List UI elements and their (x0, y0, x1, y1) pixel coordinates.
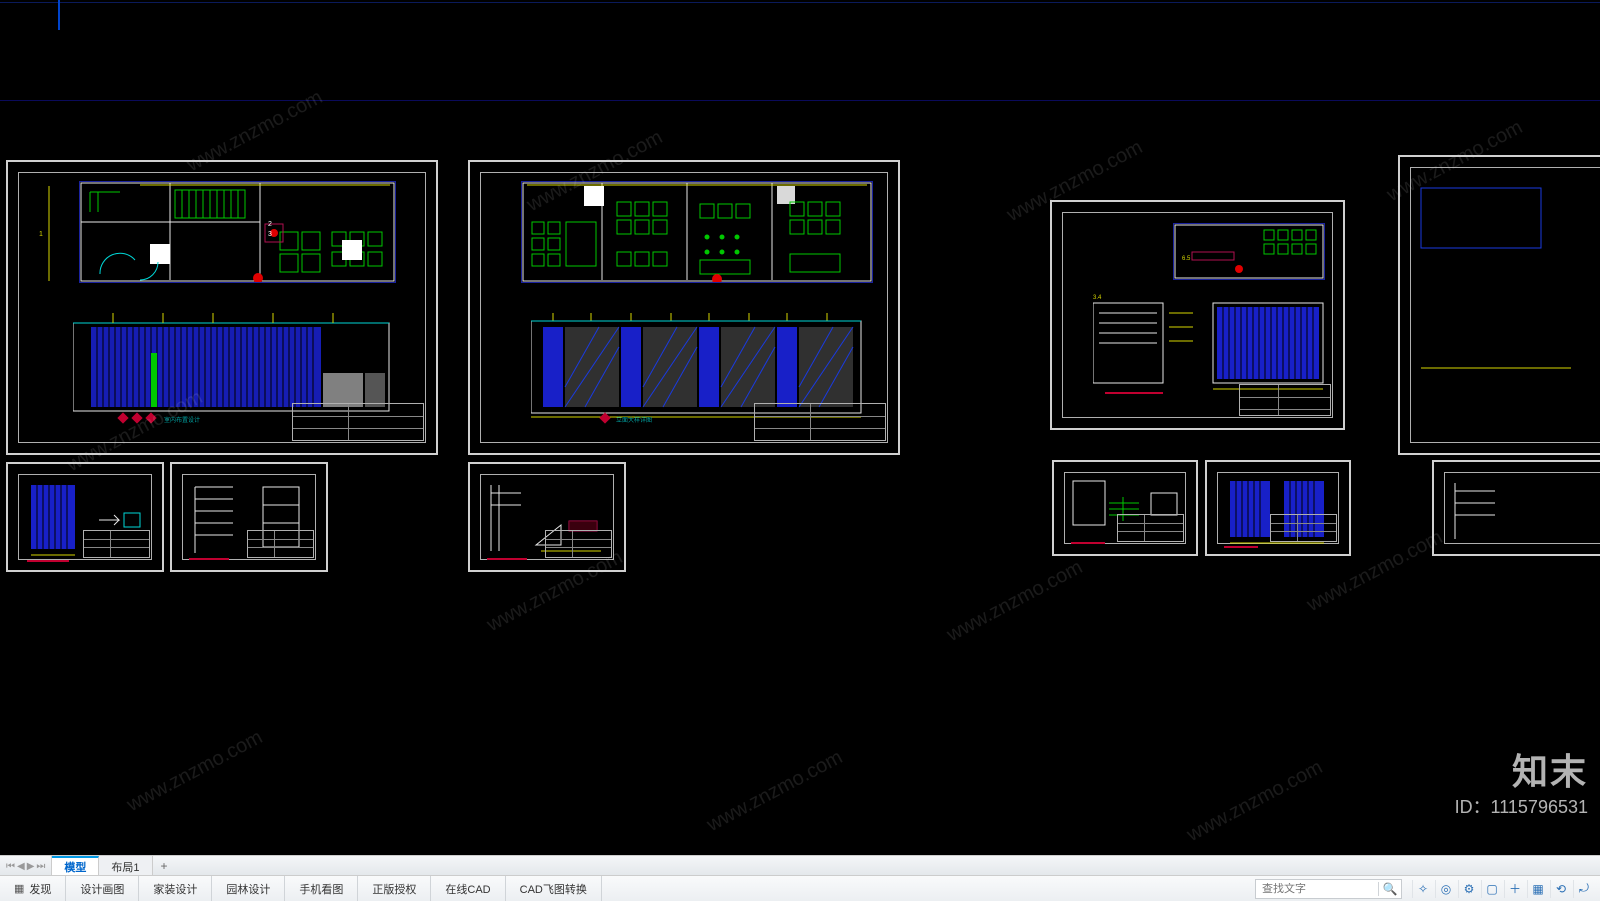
detail-sheet-5[interactable] (1205, 460, 1351, 556)
grid-icon: ▦ (14, 882, 24, 895)
plan-view-2 (521, 181, 873, 283)
watermark: www.znzmo.com (123, 726, 266, 817)
watermark: www.znzmo.com (943, 556, 1086, 647)
status-square-icon[interactable]: ▢ (1481, 880, 1502, 898)
horizon-guide (0, 100, 1600, 101)
sheet-inner-frame (1410, 167, 1600, 443)
drawing-sheet-1[interactable]: 2 3 1 (6, 160, 438, 455)
tab-add-button[interactable]: + (153, 856, 176, 876)
plan-view-3: 6.5 (1173, 223, 1325, 280)
search-input[interactable] (1256, 883, 1378, 895)
plan-svg-1: 2 3 (80, 182, 395, 282)
detail-sheet-3[interactable] (468, 462, 626, 572)
toolbar-item-mobile-view[interactable]: 手机看图 (285, 876, 358, 901)
watermark: www.znzmo.com (703, 746, 846, 837)
tab-last-icon[interactable]: ⏭ (36, 861, 45, 872)
tab-layout1[interactable]: 布局1 (99, 856, 152, 876)
toolbar-item-home-design[interactable]: 家装设计 (139, 876, 212, 901)
plan-side-dims: 1 (39, 181, 79, 291)
toolbar-item-cad-convert[interactable]: CAD飞图转换 (506, 876, 602, 901)
brand-watermark: 知末 (1512, 743, 1588, 795)
sheet-inner-frame: 6.5 3.4 (1062, 212, 1333, 418)
cad-canvas[interactable]: 2 3 1 (0, 0, 1600, 855)
status-icon-tray: ✧ ◎ ⚙ ▢ ＋ ▦ ⟲ ⤾ (1406, 880, 1600, 898)
tab-nav-arrows[interactable]: ⏮ ◀ ▶ ⏭ (0, 856, 52, 876)
toolbar-item-landscape-design[interactable]: 园林设计 (212, 876, 285, 901)
svg-text:1: 1 (39, 231, 43, 238)
toolbar-item-online-cad[interactable]: 在线CAD (431, 876, 505, 901)
search-icon[interactable]: 🔍 (1378, 882, 1401, 896)
detail-sheet-4[interactable] (1052, 460, 1198, 556)
detail-sheet-1[interactable] (6, 462, 164, 572)
watermark: www.znzmo.com (1183, 756, 1326, 847)
drawing-caption: 室内布置设计 (164, 415, 200, 424)
toolbar-discover-label: 发现 (29, 881, 51, 897)
toolbar-discover[interactable]: ▦ 发现 (0, 876, 66, 901)
detail-sheet-6[interactable] (1432, 460, 1600, 556)
svg-text:2: 2 (268, 221, 272, 228)
search-box[interactable]: 🔍 (1255, 879, 1402, 899)
cursor-marker-vertical (58, 0, 60, 30)
status-settings-icon[interactable]: ✧ (1412, 880, 1433, 898)
drawing-sheet-2[interactable]: 立面大样详图 (468, 160, 900, 455)
tab-first-icon[interactable]: ⏮ (6, 861, 15, 872)
title-block (292, 403, 424, 441)
title-block (1239, 384, 1331, 416)
bottom-toolbar: ▦ 发现 设计画图 家装设计 园林设计 手机看图 正版授权 在线CAD CAD飞… (0, 875, 1600, 901)
drawing-sheet-3[interactable]: 6.5 3.4 (1050, 200, 1345, 430)
top-rule (0, 2, 1600, 3)
brand-id: ID：1115796531 (1455, 793, 1588, 819)
layout-tab-strip: ⏮ ◀ ▶ ⏭ 模型 布局1 + (0, 855, 1600, 877)
drawing-caption: 立面大样详图 (616, 415, 652, 424)
sheet-inner-frame: 2 3 1 (18, 172, 426, 443)
svg-text:3: 3 (268, 231, 272, 238)
sheet-inner-frame: 立面大样详图 (480, 172, 888, 443)
tab-model[interactable]: 模型 (52, 856, 99, 876)
status-nodes-icon[interactable]: ⚙ (1458, 880, 1479, 898)
status-refresh-icon[interactable]: ⤾ (1573, 880, 1594, 898)
detail-sheet-2[interactable] (170, 462, 328, 572)
status-target-icon[interactable]: ◎ (1435, 880, 1456, 898)
tab-prev-icon[interactable]: ◀ (17, 861, 25, 872)
status-sync-icon[interactable]: ⟲ (1550, 880, 1571, 898)
status-grid-icon[interactable]: ▦ (1527, 880, 1548, 898)
tab-next-icon[interactable]: ▶ (27, 861, 35, 872)
toolbar-item-license[interactable]: 正版授权 (358, 876, 431, 901)
toolbar-item-design-drawing[interactable]: 设计画图 (66, 876, 139, 901)
plan-view-1: 2 3 (79, 181, 396, 283)
status-plus-icon[interactable]: ＋ (1504, 880, 1525, 898)
drawing-sheet-4[interactable] (1398, 155, 1600, 455)
title-block (754, 403, 886, 441)
svg-text:3.4: 3.4 (1093, 295, 1102, 301)
svg-text:6.5: 6.5 (1182, 256, 1191, 262)
